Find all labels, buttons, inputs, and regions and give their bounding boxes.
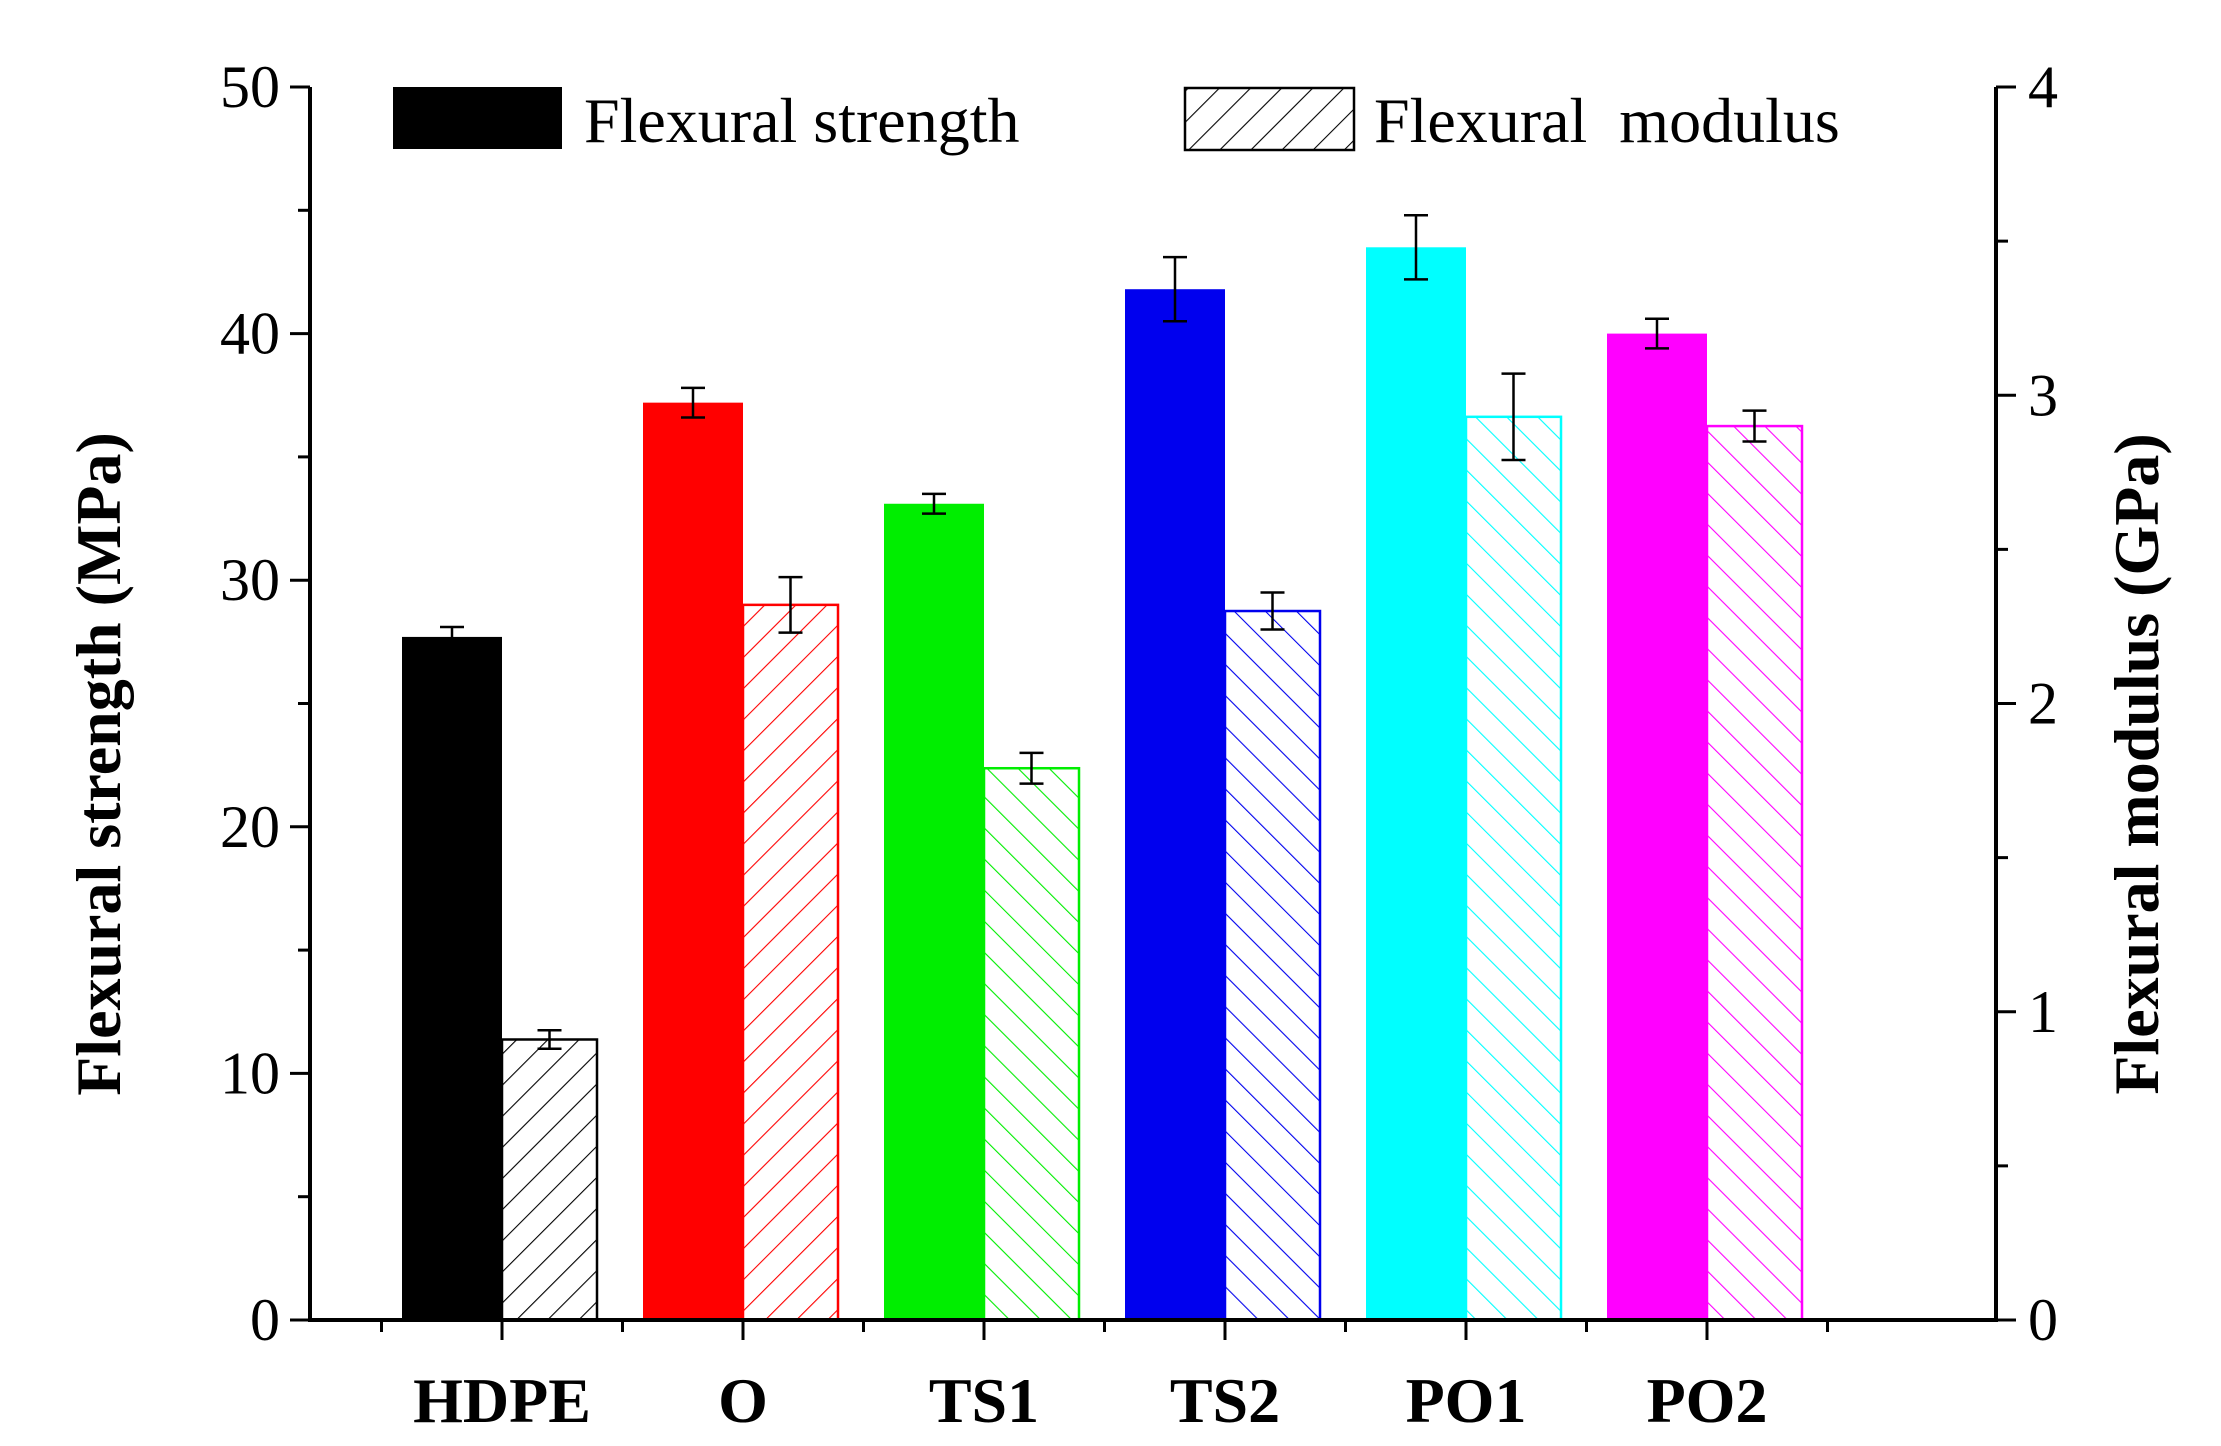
right-tick-label-0: 0	[2028, 1287, 2058, 1353]
left-tick-label-40: 40	[220, 301, 280, 367]
right-tick-label-4: 4	[2028, 54, 2058, 120]
bar-modulus-ts1	[982, 766, 1081, 1322]
bar-strength-po2	[1607, 333, 1707, 1321]
left-tick-label-50: 50	[220, 54, 280, 120]
legend: Flexural strength Flexural modulus	[393, 85, 1840, 156]
category-label-po2: PO2	[1647, 1365, 1768, 1436]
category-label-ts1: TS1	[929, 1365, 1039, 1436]
left-axis-title: Flexural strength (MPa)	[63, 432, 134, 1096]
legend-label-flexural-modulus: Flexural modulus	[1374, 85, 1840, 156]
right-tick-label-2: 2	[2028, 671, 2058, 737]
legend-swatch-flexural-strength	[393, 87, 562, 149]
errorbar-strength-o	[681, 386, 705, 419]
errorbar-modulus-po1	[1501, 372, 1526, 462]
bar-strength-ts2	[1125, 289, 1225, 1320]
errorbar-strength-ts2	[1163, 255, 1187, 323]
left-tick-label-20: 20	[220, 794, 280, 860]
bar-strength-hdpe	[402, 636, 502, 1320]
errorbar-modulus-hdpe	[537, 1028, 562, 1050]
category-label-hdpe: HDPE	[413, 1365, 591, 1436]
error-bar-group	[440, 213, 1767, 1050]
category-label-ts2: TS2	[1170, 1365, 1280, 1436]
bar-series-group	[402, 247, 1804, 1322]
bar-modulus-po1	[1464, 415, 1563, 1322]
left-tick-label-30: 30	[220, 547, 280, 613]
bar-modulus-ts2	[1223, 609, 1322, 1322]
errorbar-strength-ts1	[922, 492, 946, 515]
tick-label-group: 0 10 20 30 40 50 0 1 2 3 4	[220, 54, 2058, 1353]
bar-modulus-po2	[1705, 424, 1804, 1322]
left-tick-label-0: 0	[250, 1287, 280, 1353]
category-label-o: O	[718, 1365, 768, 1436]
errorbar-modulus-ts2	[1260, 591, 1285, 631]
bar-modulus-o	[741, 603, 840, 1322]
legend-swatch-flexural-modulus	[1183, 86, 1356, 152]
bar-strength-o	[643, 402, 743, 1320]
category-label-group: HDPE O TS1 TS2 PO1 PO2	[413, 1365, 1767, 1436]
bar-strength-po1	[1366, 247, 1466, 1320]
right-axis-title: Flexural modulus (GPa)	[2101, 433, 2172, 1094]
tick-group	[290, 85, 2016, 1340]
category-label-po1: PO1	[1406, 1365, 1527, 1436]
bar-modulus-hdpe	[500, 1038, 599, 1322]
errorbar-strength-po2	[1645, 317, 1669, 350]
left-tick-label-10: 10	[220, 1040, 280, 1106]
errorbar-modulus-ts1	[1019, 751, 1044, 785]
right-tick-label-1: 1	[2028, 979, 2058, 1045]
errorbar-modulus-o	[778, 575, 803, 634]
errorbar-modulus-po2	[1742, 409, 1767, 443]
right-tick-label-3: 3	[2028, 362, 2058, 428]
errorbar-strength-po1	[1404, 213, 1428, 281]
errorbar-strength-hdpe	[440, 625, 464, 649]
legend-label-flexural-strength: Flexural strength	[584, 85, 1019, 156]
bar-strength-ts1	[884, 503, 984, 1320]
